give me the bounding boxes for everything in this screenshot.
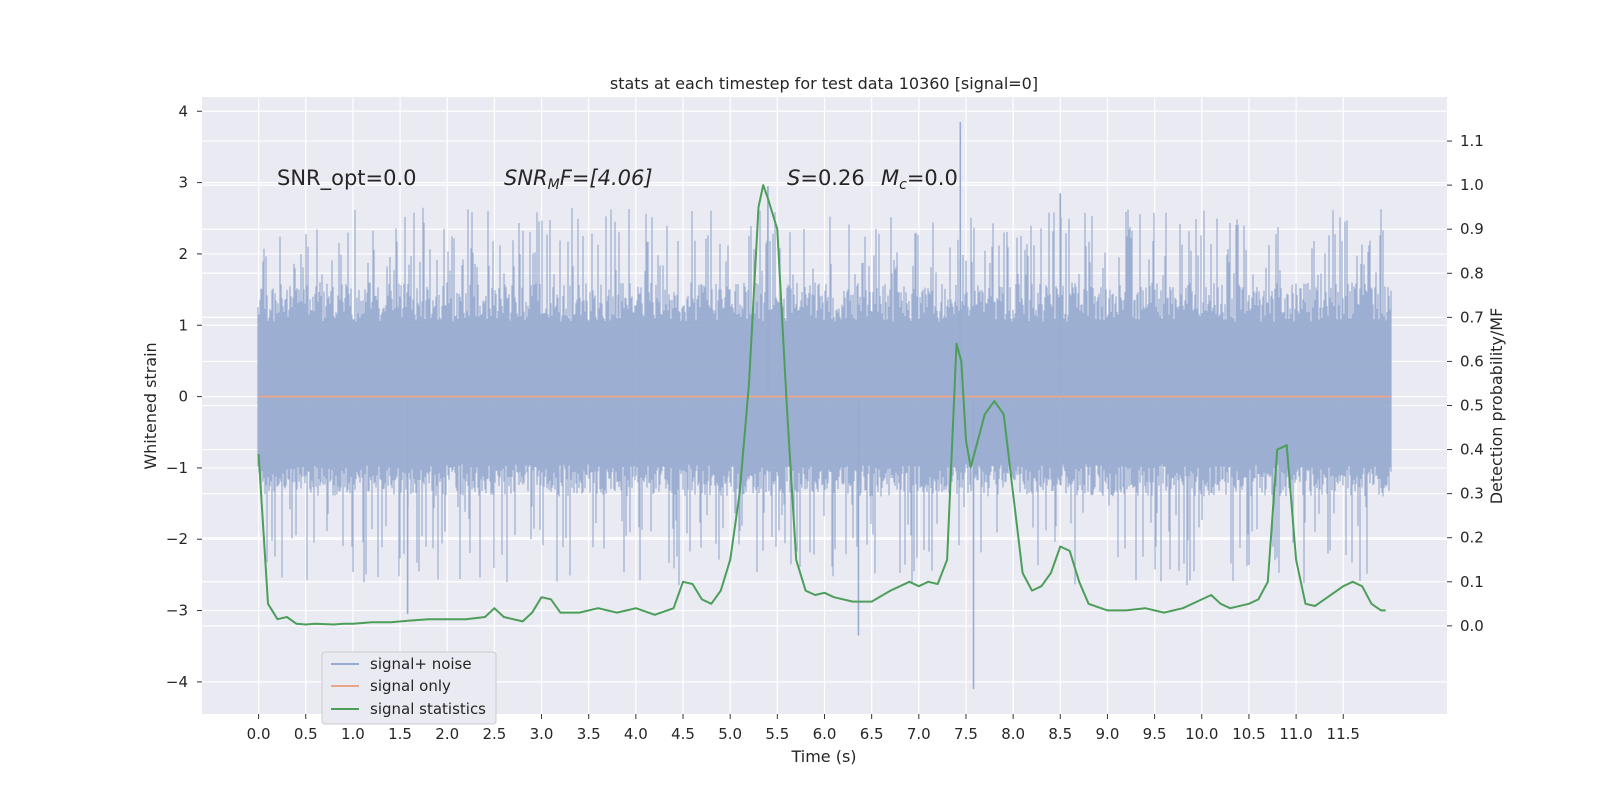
x-tick-label: 11.0: [1279, 725, 1312, 743]
y-tick-label: 3: [178, 174, 188, 192]
x-tick-label: 0.0: [247, 725, 271, 743]
y-tick-label: −2: [166, 530, 188, 548]
y-ticks: 4 3 2 1 0 −1 −2 −3 −4: [166, 102, 202, 691]
y2-axis-label: Detection probability/MF: [1487, 308, 1506, 505]
series-signal-plus-noise: [257, 121, 1392, 690]
x-ticks: 0.0 0.5 1.0 1.5 2.0 2.5 3.0 3.5 4.0 4.5 5.0 5.5 6.0 6…: [247, 714, 1360, 743]
y2-tick-label: 0.9: [1460, 220, 1484, 238]
annotation-mc-sub: c: [899, 177, 907, 193]
x-tick-label: 10.5: [1232, 725, 1265, 743]
annotation-snr-mf-main: SNR: [504, 166, 548, 190]
y-tick-label: −3: [166, 602, 188, 620]
x-tick-label: 5.0: [718, 725, 742, 743]
x-tick-label: 1.0: [341, 725, 365, 743]
y-tick-label: 0: [178, 388, 188, 406]
x-tick-label: 6.5: [860, 725, 884, 743]
x-tick-label: 0.5: [294, 725, 318, 743]
annotation-s: S=0.26: [787, 166, 865, 190]
y-tick-label: 4: [178, 102, 188, 120]
y2-tick-label: 1.0: [1460, 176, 1484, 194]
y2-tick-label: 0.3: [1460, 485, 1484, 503]
legend-label-signal-plus-noise: signal+ noise: [370, 655, 472, 673]
legend-label-signal-statistics: signal statistics: [370, 700, 486, 718]
annotation-mc-main: M: [881, 166, 899, 190]
x-tick-label: 2.5: [482, 725, 506, 743]
x-tick-label: 11.5: [1327, 725, 1360, 743]
x-tick-label: 10.0: [1185, 725, 1218, 743]
y2-tick-label: 1.1: [1460, 132, 1484, 150]
legend-box: [321, 651, 497, 725]
y-axis-label: Whitened strain: [141, 342, 160, 469]
annotation-mc-rest: =0.0: [907, 166, 958, 190]
y2-tick-label: 0.2: [1460, 529, 1484, 547]
x-tick-label: 1.5: [388, 725, 412, 743]
annotation-snr-mf: SNRMF=[4.06]: [504, 166, 653, 193]
annotation-snr-mf-sub: M: [548, 177, 560, 193]
y-tick-label: 2: [178, 245, 188, 263]
annotation-s-rest: =0.26: [800, 166, 864, 190]
x-tick-label: 3.0: [530, 725, 554, 743]
x-tick-label: 6.0: [813, 725, 837, 743]
x-tick-label: 7.5: [954, 725, 978, 743]
y2-tick-label: 0.0: [1460, 617, 1484, 635]
y2-ticks: 1.1 1.0 0.9 0.8 0.7 0.6 0.5 0.4 0.3 0.2 0.1 0.0: [1447, 132, 1484, 635]
annotation-mc: Mc=0.0: [881, 166, 958, 193]
y2-tick-label: 0.8: [1460, 264, 1484, 282]
annotation-s-main: S: [787, 166, 800, 190]
signal-statistics-line: [257, 184, 1386, 626]
y2-tick-label: 0.5: [1460, 397, 1484, 415]
x-tick-label: 4.0: [624, 725, 648, 743]
x-tick-label: 7.0: [907, 725, 931, 743]
x-axis-label: Time (s): [790, 747, 856, 766]
y2-tick-label: 0.4: [1460, 441, 1484, 459]
y2-tick-label: 0.7: [1460, 308, 1484, 326]
x-tick-label: 5.5: [765, 725, 789, 743]
legend: signal+ noise signal only signal statist…: [321, 651, 497, 725]
x-tick-label: 8.5: [1048, 725, 1072, 743]
y2-tick-label: 0.6: [1460, 352, 1484, 370]
y-tick-label: −1: [166, 459, 188, 477]
chart-title: stats at each timestep for test data 103…: [610, 74, 1038, 93]
annotation-snr-mf-rest: F=[4.06]: [560, 166, 653, 190]
x-tick-label: 4.5: [671, 725, 695, 743]
series-signal-statistics: [257, 184, 1386, 626]
y-tick-label: 1: [178, 316, 188, 334]
x-tick-label: 8.0: [1001, 725, 1025, 743]
annotation-snr-opt: SNR_opt=0.0: [277, 166, 417, 191]
x-tick-label: 3.5: [577, 725, 601, 743]
y-tick-label: −4: [166, 673, 188, 691]
x-tick-label: 2.0: [435, 725, 459, 743]
x-tick-label: 9.0: [1096, 725, 1120, 743]
y2-tick-label: 0.1: [1460, 573, 1484, 591]
noise-trace: [257, 207, 1392, 586]
annotations: SNR_opt=0.0 SNRMF=[4.06] S=0.26 Mc=0.0: [277, 166, 958, 193]
x-tick-label: 9.5: [1143, 725, 1167, 743]
legend-label-signal-only: signal only: [370, 677, 451, 695]
